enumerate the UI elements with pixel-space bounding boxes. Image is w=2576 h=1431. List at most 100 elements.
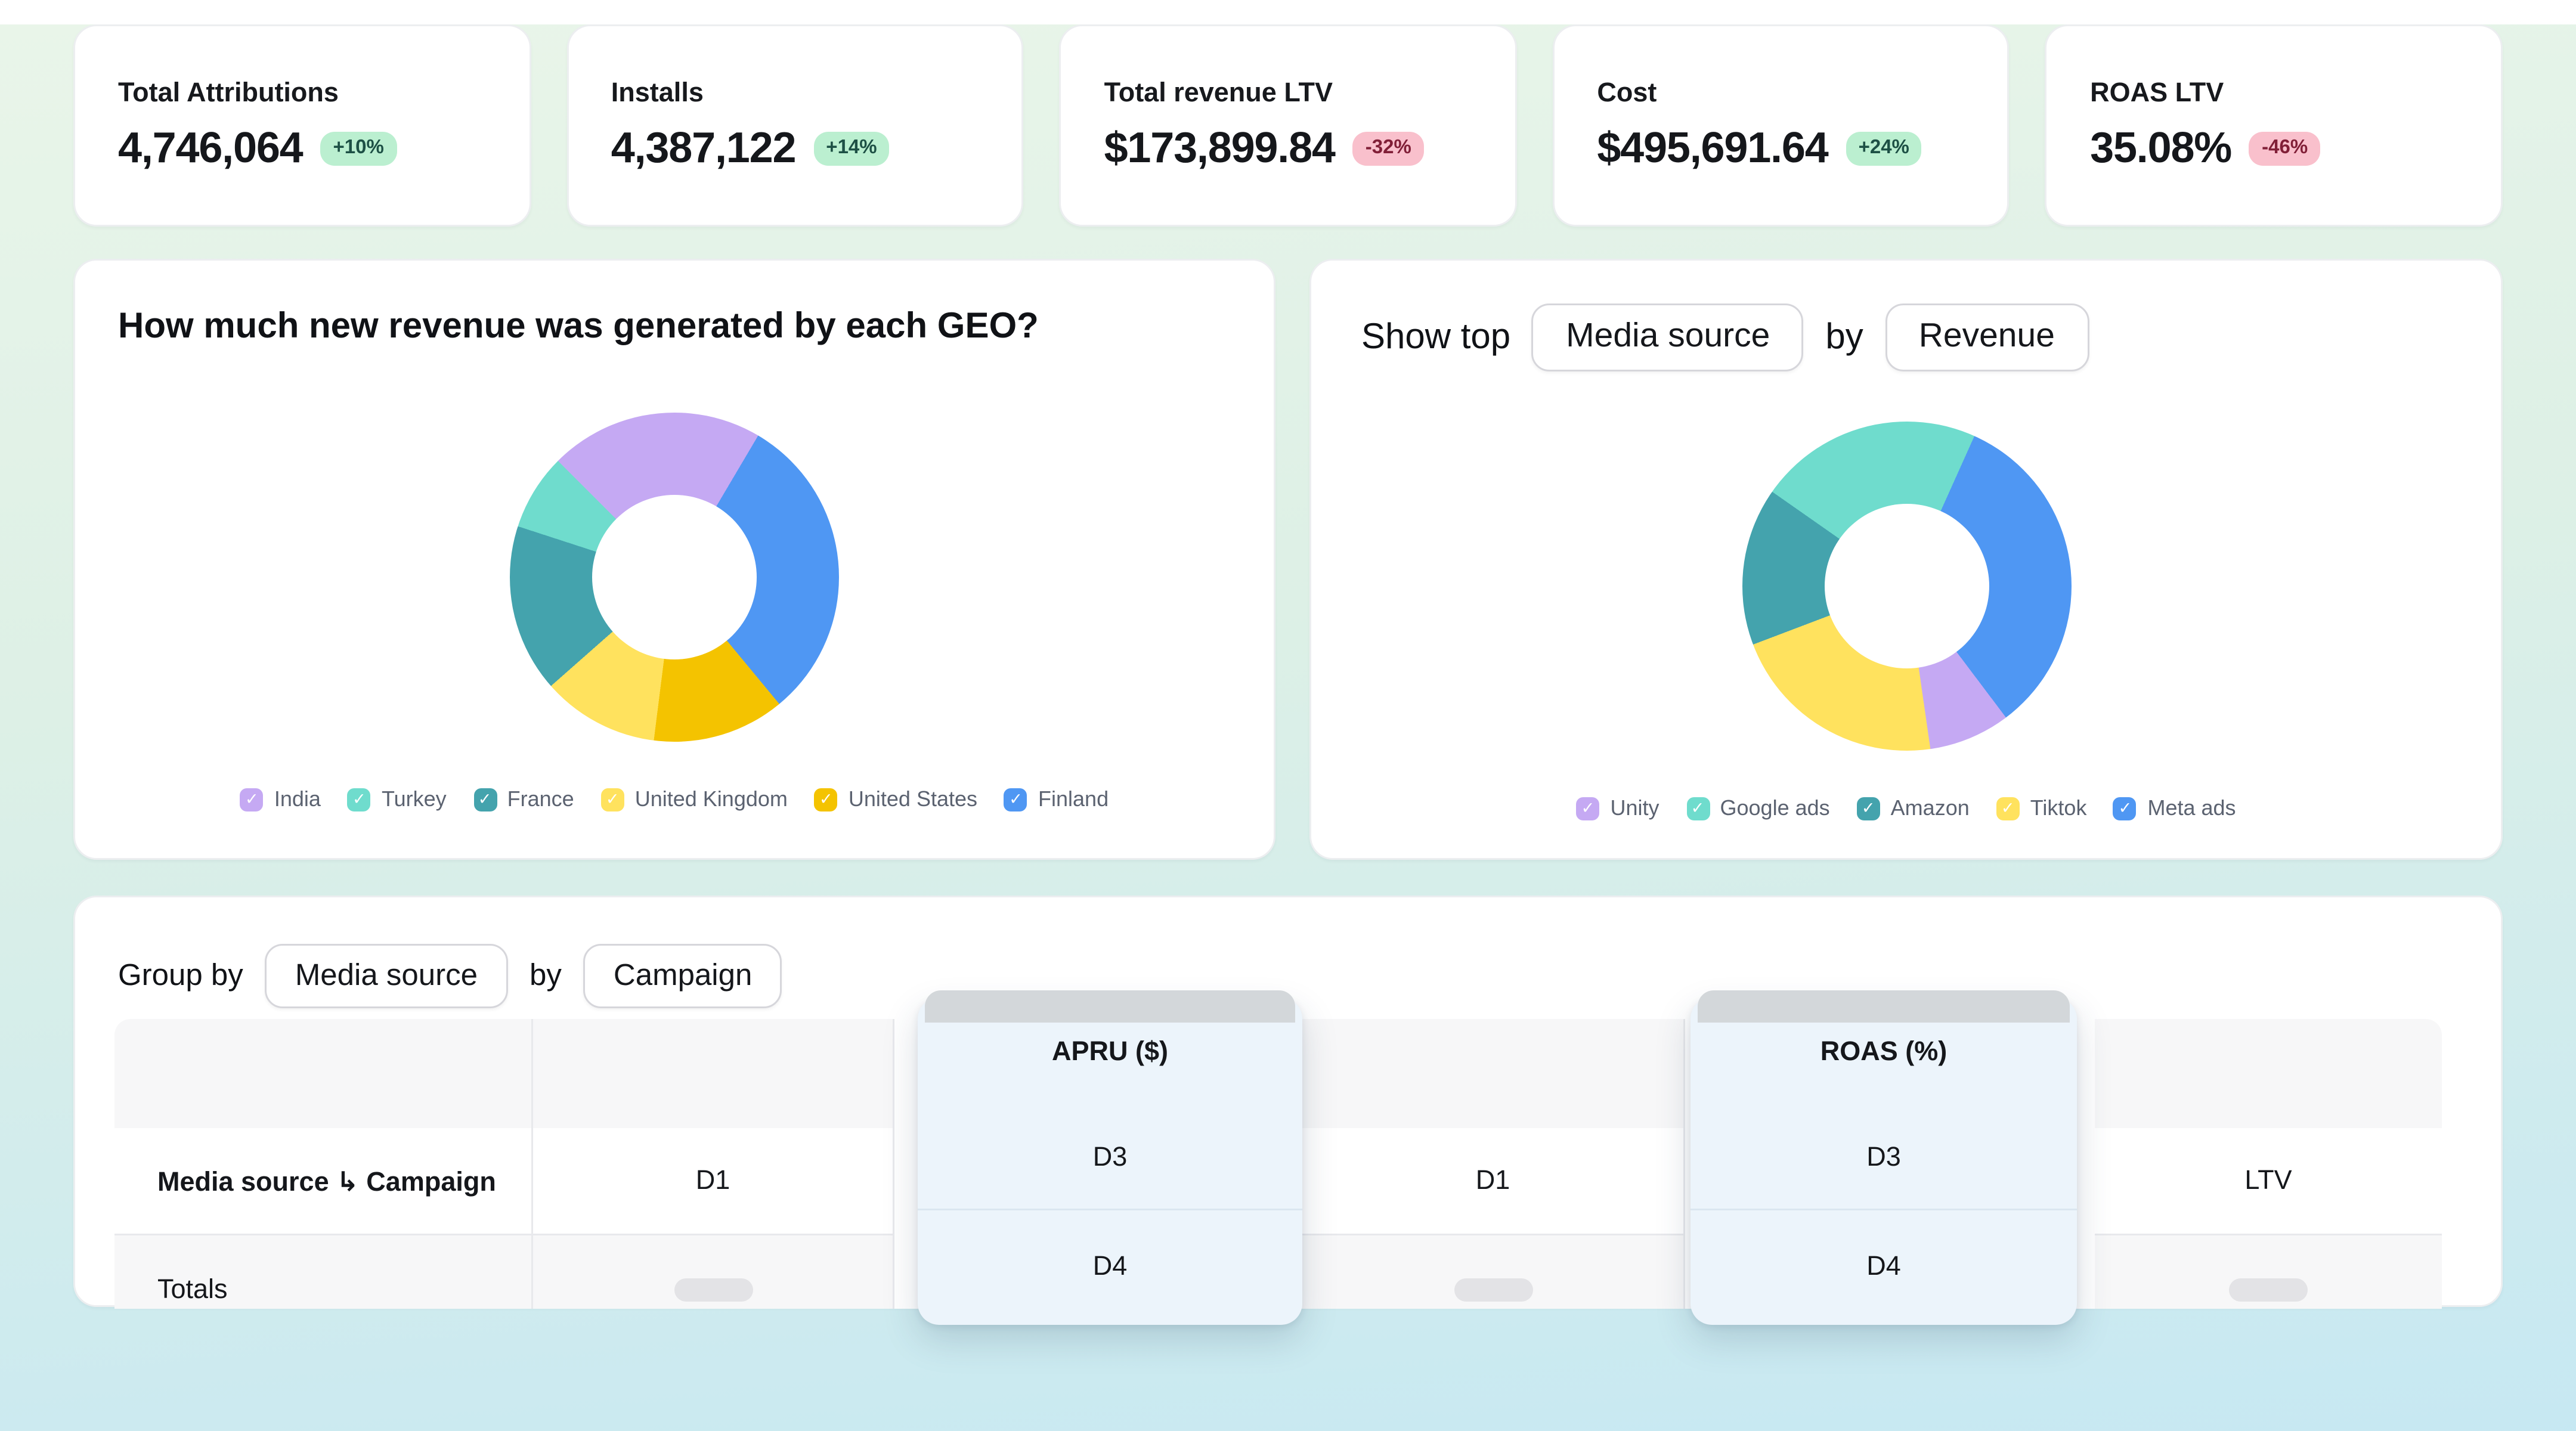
kpi-value: $495,691.64 [1597,123,1828,172]
legend-label: India [274,786,321,811]
dimension-select[interactable]: Media source [1532,303,1804,371]
legend-item-unity[interactable]: Unity [1576,795,1659,820]
loading-skeleton-pill [673,1277,753,1301]
by-label: by [530,958,562,992]
media-source-donut-chart[interactable] [1741,422,2071,751]
checkbox-icon [1576,796,1600,820]
legend-label: United Kingdom [634,786,788,811]
checkbox-icon [2113,796,2137,820]
kpi-delta-badge: -32% [1352,131,1424,166]
kpi-label: Installs [611,77,704,108]
checkbox-icon [347,787,371,811]
geo-donut-chart[interactable] [510,413,839,742]
legend-item-meta-ads[interactable]: Meta ads [2113,795,2236,820]
kpi-card-installs: Installs 4,387,122 +14% [566,24,1024,227]
dragged-column-group-apru[interactable]: APRU ($) D3 D4 [918,990,1302,1325]
group-dimension-select[interactable]: Media source [264,944,508,1008]
group-by-table-panel: Group by Media source by Campaign Media … [73,896,2503,1325]
column-gap [894,1128,918,1235]
totals-row-label: Totals [114,1235,533,1309]
show-top-controls: Show top Media source by Revenue [1361,303,2501,371]
legend-item-india[interactable]: India [240,786,321,811]
column-header-d1[interactable]: D1 [533,1128,894,1235]
totals-cell-d1-second [1302,1235,1685,1309]
checkbox-icon [1686,796,1710,820]
legend-label: United States [848,786,978,811]
checkbox-icon [473,787,497,811]
kpi-value: 35.08% [2090,123,2232,172]
geo-panel-title: How much new revenue was generated by ea… [118,307,1039,346]
totals-cell-d1 [533,1235,894,1309]
checkbox-icon [1856,796,1880,820]
loading-skeleton-pill [1453,1277,1532,1301]
kpi-label: ROAS LTV [2090,77,2224,108]
column-group-title-roas: ROAS (%) [1820,1036,1948,1067]
kpi-card-total-attributions: Total Attributions 4,746,064 +10% [73,24,531,227]
top-media-source-panel: Show top Media source by Revenue Unity G… [1309,259,2503,860]
column-gap [894,1235,918,1309]
loading-skeleton-pill [2229,1277,2308,1301]
column-header-ltv[interactable]: LTV [2095,1128,2442,1235]
group-by-label: Group by [118,958,243,992]
legend-label: Finland [1038,786,1109,811]
legend-label: France [507,786,574,811]
kpi-card-roas-ltv: ROAS LTV 35.08% -46% [2045,24,2503,227]
legend-item-amazon[interactable]: Amazon [1856,795,1970,820]
sub-column-header-d3[interactable]: D3 [918,1105,1302,1210]
legend-label: Turkey [381,786,447,811]
legend-label: Amazon [1890,795,1970,820]
by-label: by [1825,317,1863,357]
legend-item-united-kingdom[interactable]: United Kingdom [600,786,788,811]
kpi-row: Total Attributions 4,746,064 +10% Instal… [73,24,2503,227]
table-header-band [114,1019,533,1128]
kpi-delta-badge: +24% [1846,131,1922,166]
column-header-media-source-campaign[interactable]: Media source ↳ Campaign [114,1128,533,1235]
kpi-label: Total revenue LTV [1104,77,1333,108]
kpi-label: Cost [1597,77,1657,108]
sub-column-header-d3[interactable]: D3 [1690,1105,2077,1210]
checkbox-icon [1996,796,2020,820]
column-gap [894,1019,918,1128]
kpi-card-total-revenue-ltv: Total revenue LTV $173,899.84 -32% [1059,24,1517,227]
media-source-legend: Unity Google ads Amazon Tiktok Meta ads [1311,795,2501,820]
analytics-dashboard: Total Attributions 4,746,064 +10% Instal… [0,24,2576,1431]
column-header-d1-second[interactable]: D1 [1302,1128,1685,1235]
kpi-value: 4,387,122 [611,123,797,172]
geo-legend: India Turkey France United Kingdom Unite… [75,786,1274,811]
kpi-delta-badge: -46% [2249,131,2321,166]
kpi-value: $173,899.84 [1104,123,1336,172]
group-by-controls: Group by Media source by Campaign [118,944,2501,1008]
legend-item-france[interactable]: France [473,786,574,811]
kpi-label: Total Attributions [118,77,339,108]
kpi-delta-badge: +14% [813,131,890,166]
metric-select[interactable]: Revenue [1884,303,2089,371]
legend-item-google-ads[interactable]: Google ads [1686,795,1830,820]
table-header-band [2095,1019,2442,1128]
legend-label: Meta ads [2147,795,2236,820]
legend-label: Google ads [1720,795,1830,820]
checkbox-icon [600,787,624,811]
kpi-delta-badge: +10% [320,131,397,166]
dragged-column-group-roas[interactable]: ROAS (%) D3 D4 [1690,990,2077,1325]
checkbox-icon [814,787,838,811]
checkbox-icon [240,787,264,811]
legend-label: Tiktok [2030,795,2087,820]
totals-cell-ltv [2095,1235,2442,1309]
legend-item-united-states[interactable]: United States [814,786,978,811]
group-breakdown-select[interactable]: Campaign [583,944,783,1008]
column-group-title-apru: APRU ($) [1051,1036,1168,1067]
geo-revenue-panel: How much new revenue was generated by ea… [73,259,1275,860]
kpi-card-cost: Cost $495,691.64 +24% [1552,24,2010,227]
checkbox-icon [1004,787,1028,811]
legend-item-turkey[interactable]: Turkey [347,786,447,811]
legend-item-tiktok[interactable]: Tiktok [1996,795,2087,820]
sub-column-header-d4[interactable]: D4 [1866,1252,1901,1282]
sub-column-header-d4[interactable]: D4 [1092,1252,1128,1282]
table-header-band [533,1019,894,1128]
legend-label: Unity [1610,795,1659,820]
table-header-band [1302,1019,1685,1128]
kpi-value: 4,746,064 [118,123,304,172]
charts-row: How much new revenue was generated by ea… [73,259,2503,860]
legend-item-finland[interactable]: Finland [1004,786,1109,811]
show-top-label: Show top [1361,317,1511,357]
